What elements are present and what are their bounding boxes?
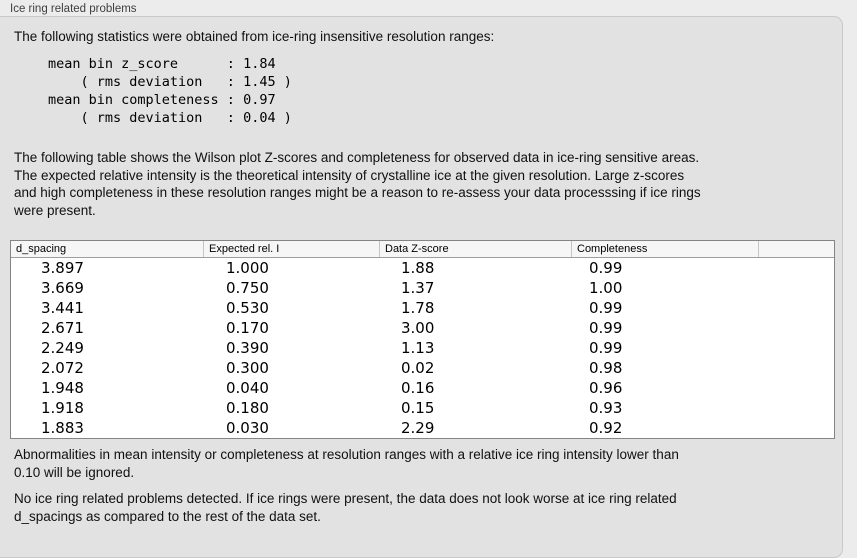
table-cell: 3.00 xyxy=(401,319,435,337)
table-cell: 0.300 xyxy=(226,359,269,377)
table-row[interactable]: 3.441 0.530 1.78 0.99 xyxy=(11,298,834,318)
table-cell: 0.030 xyxy=(226,419,269,437)
table-cell: 0.99 xyxy=(589,299,623,317)
table-cell-filler xyxy=(758,278,834,298)
table-row[interactable]: 2.072 0.300 0.02 0.98 xyxy=(11,358,834,378)
header-cell-d-spacing: d_spacing xyxy=(16,243,67,255)
table-cell-filler xyxy=(758,338,834,358)
table-cell: 0.98 xyxy=(589,359,623,377)
table-row[interactable]: 1.948 0.040 0.16 0.96 xyxy=(11,378,834,398)
table-cell: 2.671 xyxy=(41,319,84,337)
header-cell-completeness: Completeness xyxy=(571,241,758,257)
table-cell: 2.072 xyxy=(41,359,84,377)
table-cell: 0.99 xyxy=(589,339,623,357)
table-cell: 1.37 xyxy=(401,279,435,297)
ice-ring-table: d_spacing Expected rel. I Data Z-score C… xyxy=(10,240,835,439)
table-row[interactable]: 2.671 0.170 3.00 0.99 xyxy=(11,318,834,338)
header-cell-filler xyxy=(758,241,834,257)
table-cell: 0.96 xyxy=(589,379,623,397)
ignore-note-text: Abnormalities in mean intensity or compl… xyxy=(14,447,679,480)
table-cell: 1.78 xyxy=(401,299,435,317)
header-cell-expected-rel-i: Expected rel. I xyxy=(203,241,379,257)
table-cell: 0.180 xyxy=(226,399,269,417)
table-cell: 1.948 xyxy=(41,379,84,397)
table-cell: 1.13 xyxy=(401,339,435,357)
table-cell: 0.750 xyxy=(226,279,269,297)
table-description-text: The following table shows the Wilson plo… xyxy=(14,150,701,218)
table-cell: 3.897 xyxy=(41,259,84,277)
table-row[interactable]: 3.897 1.000 1.88 0.99 xyxy=(11,258,834,278)
stats-block: mean bin z_score : 1.84 ( rms deviation … xyxy=(48,56,292,126)
table-row[interactable]: 2.249 0.390 1.13 0.99 xyxy=(11,338,834,358)
header-cell-data-z-score: Data Z-score xyxy=(379,241,571,257)
table-cell: 2.249 xyxy=(41,339,84,357)
table-cell: 2.29 xyxy=(401,419,435,437)
table-cell: 0.15 xyxy=(401,399,435,417)
table-cell: 0.02 xyxy=(401,359,435,377)
table-cell: 1.883 xyxy=(41,419,84,437)
table-cell: 0.040 xyxy=(226,379,269,397)
intro-text: The following statistics were obtained f… xyxy=(14,29,495,44)
table-cell-filler xyxy=(758,378,834,398)
table-cell: 3.441 xyxy=(41,299,84,317)
table-cell: 1.918 xyxy=(41,399,84,417)
table-row[interactable]: 1.883 0.030 2.29 0.92 xyxy=(11,418,834,438)
table-row[interactable]: 3.669 0.750 1.37 1.00 xyxy=(11,278,834,298)
table-cell-filler xyxy=(758,398,834,418)
table-cell: 0.99 xyxy=(589,259,623,277)
table-body: 3.897 1.000 1.88 0.99 3.669 0.750 1.37 1.00 3.44… xyxy=(11,258,834,438)
groupbox-title: Ice ring related problems xyxy=(10,3,137,15)
table-cell: 0.530 xyxy=(226,299,269,317)
table-cell-filler xyxy=(758,258,834,278)
conclusion-text: No ice ring related problems detected. I… xyxy=(14,491,677,524)
table-cell-filler xyxy=(758,298,834,318)
table-cell: 0.16 xyxy=(401,379,435,397)
table-cell: 1.88 xyxy=(401,259,435,277)
table-header-row: d_spacing Expected rel. I Data Z-score C… xyxy=(11,241,834,258)
table-cell: 1.00 xyxy=(589,279,623,297)
table-cell: 1.000 xyxy=(226,259,269,277)
table-cell-filler xyxy=(758,358,834,378)
table-cell: 0.170 xyxy=(226,319,269,337)
table-cell-filler xyxy=(758,418,834,438)
table-cell: 3.669 xyxy=(41,279,84,297)
table-cell: 0.93 xyxy=(589,399,623,417)
table-cell: 0.99 xyxy=(589,319,623,337)
table-cell: 0.92 xyxy=(589,419,623,437)
table-cell: 0.390 xyxy=(226,339,269,357)
table-cell-filler xyxy=(758,318,834,338)
table-row[interactable]: 1.918 0.180 0.15 0.93 xyxy=(11,398,834,418)
